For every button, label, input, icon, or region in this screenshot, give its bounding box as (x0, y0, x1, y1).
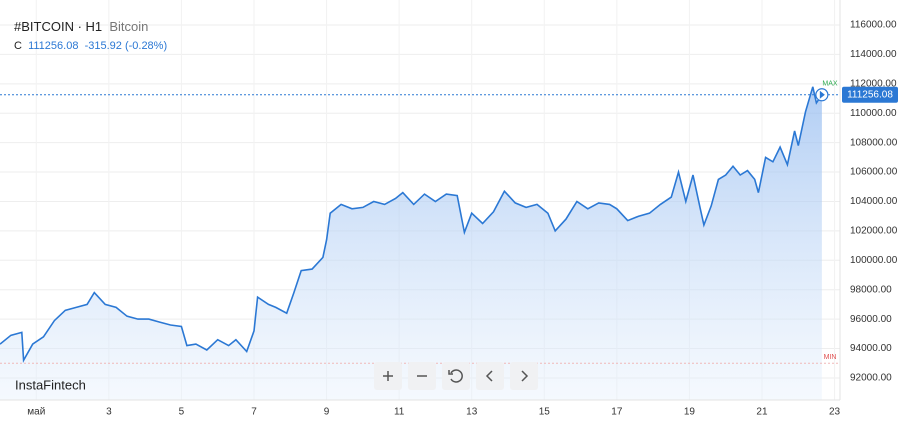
x-tick-label: 5 (179, 407, 185, 418)
last-price-marker-icon (819, 90, 825, 99)
price-change: -315.92 (-0.28%) (84, 40, 168, 52)
area (0, 86, 822, 401)
min-label: MIN (824, 354, 837, 361)
icon (448, 369, 463, 383)
last-price: 111256.08 (28, 40, 79, 52)
y-tick-label: 92000.00 (850, 373, 892, 384)
subtitle: Bitcoin (109, 19, 149, 34)
icon (521, 370, 529, 382)
y-tick-label: 106000.00 (850, 167, 898, 178)
last-price-tag-text: 111256.08 (847, 89, 893, 100)
y-tick-label: 94000.00 (850, 343, 892, 354)
max-label: MAX (822, 81, 838, 88)
y-tick-label: 110000.00 (850, 108, 897, 119)
scroll-right-button[interactable] (510, 362, 538, 390)
y-tick-label: 114000.00 (850, 49, 897, 60)
x-tick-label: 11 (394, 407, 405, 418)
y-tick-label: 112000.00 (850, 78, 897, 89)
y-tick-label: 96000.00 (850, 314, 892, 325)
y-tick-label: 116000.00 (850, 20, 897, 31)
icon (383, 371, 393, 381)
header: #BITCOIN · H1 Bitcoin (14, 19, 148, 34)
reset-button[interactable] (442, 362, 470, 390)
x-tick-label: 3 (106, 407, 112, 418)
x-tick-label: 19 (684, 407, 696, 418)
y-tick-label: 102000.00 (850, 226, 898, 237)
y-tick-label: 104000.00 (850, 196, 898, 207)
x-tick-label: май (27, 407, 45, 418)
title: #BITCOIN · H1 (14, 19, 103, 34)
y-tick-label: 100000.00 (850, 255, 898, 266)
icon (417, 375, 427, 377)
x-tick-label: 9 (324, 407, 330, 418)
x-tick-label: 23 (829, 407, 841, 418)
icon (485, 370, 493, 382)
x-tick-label: 13 (466, 407, 478, 418)
zoom-out-button[interactable] (408, 362, 436, 390)
zoom-in-button[interactable] (374, 362, 402, 390)
scroll-left-button[interactable] (476, 362, 504, 390)
x-tick-label: 21 (756, 407, 768, 418)
price-prefix: C (14, 40, 22, 52)
x-tick-label: 7 (251, 407, 257, 418)
price-line: C 111256.08 -315.92 (-0.28%) (14, 40, 167, 52)
last-price-tag (842, 86, 898, 103)
x-tick-label: 15 (539, 407, 551, 418)
y-tick-label: 98000.00 (850, 284, 892, 295)
price-line (0, 86, 823, 364)
watermark: InstaFintech (15, 377, 86, 392)
x-tick-label: 17 (611, 407, 623, 418)
y-tick-label: 108000.00 (850, 137, 898, 148)
